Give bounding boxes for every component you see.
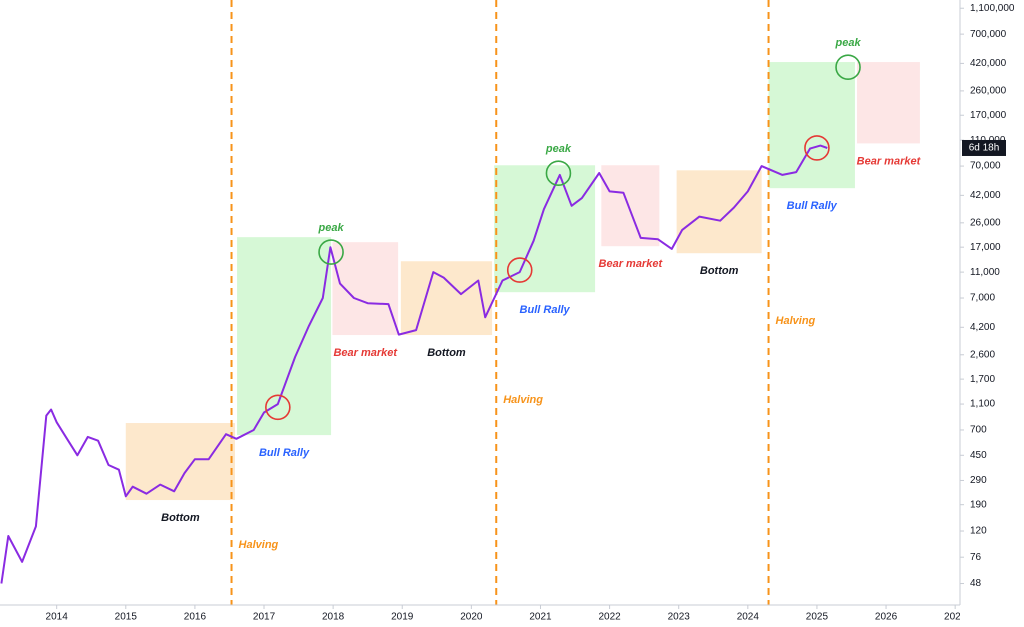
x-tick-label: 2022 [598,612,621,623]
marker-circle [835,54,861,81]
zone-label: Bear market [333,347,398,359]
x-tick-label: 2027 [944,612,967,623]
halving-label: Halving [503,394,543,406]
x-tick-label: 2018 [322,612,345,623]
y-tick-label: 26,000 [970,217,1001,228]
y-tick-label: 76 [970,552,982,563]
y-tick-label: 190 [970,499,987,510]
y-tick-label: 700,000 [970,29,1007,40]
marker-circle [506,257,533,283]
zone [768,62,855,189]
zone [494,165,596,293]
zone-label: Bottom [700,265,739,277]
zone [332,242,399,336]
marker-circle [318,239,344,265]
x-tick-label: 2021 [529,612,552,623]
halving-label: Halving [776,315,816,327]
plot-area: Bottom Bull Rally Bear market Bottom Bull Ra… [0,0,922,605]
price-line [0,144,828,584]
y-tick-label: 170,000 [970,110,1007,121]
zone-label: Bear market [857,155,922,167]
x-tick-label: 2016 [184,612,207,623]
x-tick-label: 2020 [460,612,483,623]
zone [125,423,235,501]
zone-label: Bottom [427,347,466,359]
y-tick-label: 11,000 [970,267,1000,278]
marker-label: peak [834,37,861,49]
y-tick-label: 4,200 [970,322,995,333]
y-tick-label: 70,000 [970,161,1001,172]
x-tick-label: 2014 [46,612,69,623]
y-tick-label: 7,000 [970,293,995,304]
countdown-badge [962,139,1006,156]
marker-circle [265,394,291,421]
x-tick-label: 2025 [806,612,829,623]
countdown-label: 6d 18h [969,143,1000,154]
y-tick-label: 1,700 [970,374,995,385]
price-axis: 48 76 120 190 290 450 700 1,100 1,700 2,600 4,200 7… [960,3,1015,589]
x-tick-label: 2019 [391,612,414,623]
zone-label: Bull Rally [787,200,838,212]
marker-circle [545,160,572,187]
x-tick-label: 2015 [115,612,138,623]
x-tick-label: 2017 [253,612,276,623]
y-tick-label: 260,000 [970,86,1007,97]
y-tick-label: 17,000 [970,242,1001,253]
y-tick-label: 2,600 [970,349,995,360]
y-tick-label: 42,000 [970,190,1001,201]
zone-label: Bull Rally [259,447,310,459]
zone [676,170,762,254]
x-tick-label: 2024 [737,612,760,623]
zone [237,237,332,436]
y-tick-label: 120 [970,526,987,537]
price-axis-panel [960,0,1024,627]
zone [857,62,920,144]
halving-label: Halving [239,539,279,551]
y-tick-label: 1,100 [970,399,995,410]
y-tick-label: 420,000 [970,58,1007,69]
y-tick-label: 48 [970,578,982,589]
marker-circle [804,135,830,161]
zone [601,165,660,247]
y-tick-label: 450 [970,450,987,461]
y-tick-label: 1,100,000 [970,3,1015,14]
zone-label: Bear market [599,258,664,270]
marker-label: peak [545,143,572,155]
zone [400,261,493,336]
zone-label: Bull Rally [520,304,571,316]
x-tick-label: 2023 [668,612,691,623]
y-tick-label: 290 [970,475,987,486]
marker-label: peak [318,222,345,234]
x-tick-label: 2026 [875,612,898,623]
y-tick-label: 700 [970,425,987,436]
zone-label: Bottom [161,512,200,524]
